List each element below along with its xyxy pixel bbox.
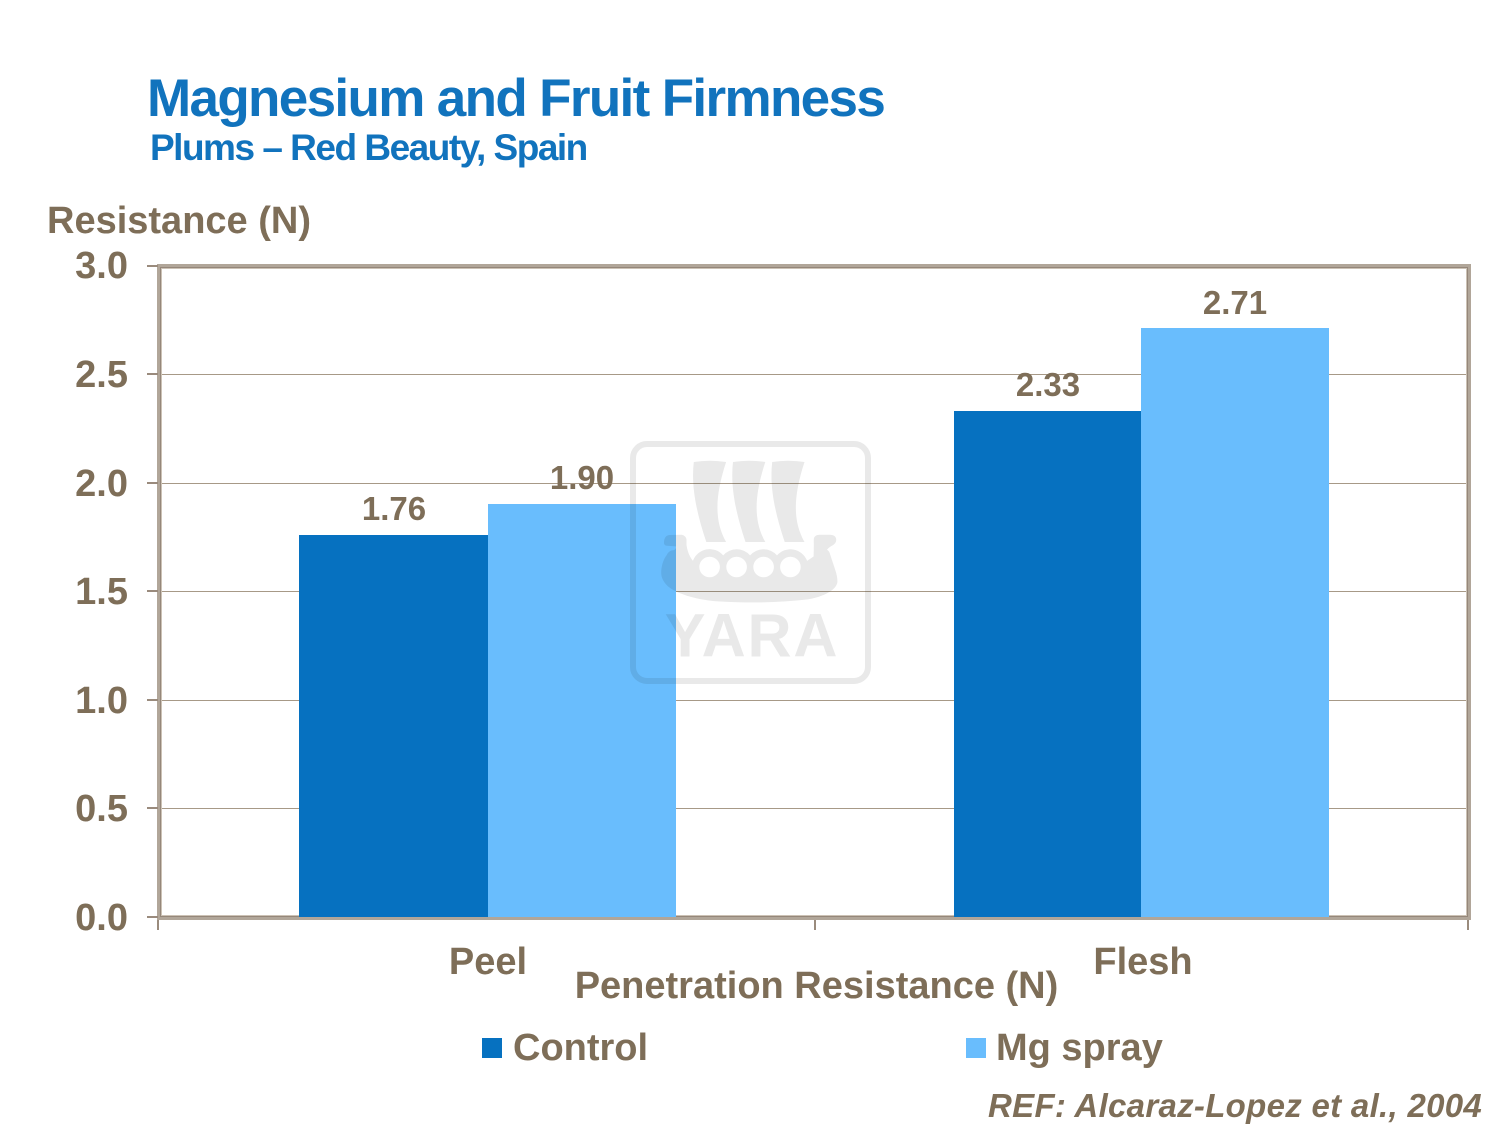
svg-text:YARA: YARA xyxy=(665,602,839,670)
